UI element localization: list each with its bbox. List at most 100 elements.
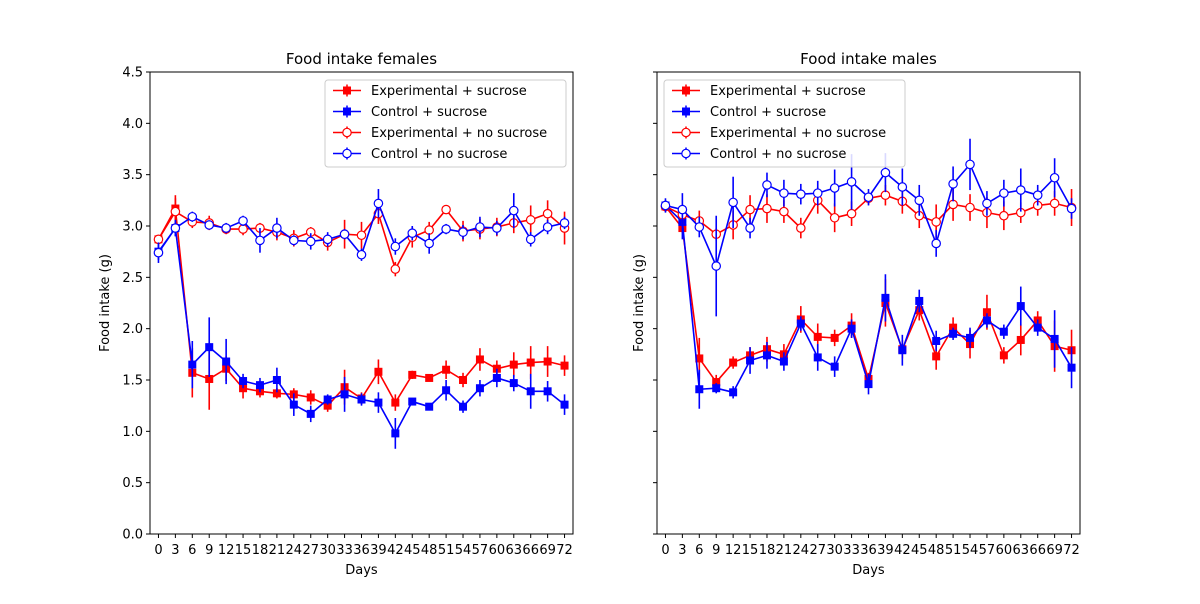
data-point (441, 204, 451, 215)
x-tick-label: 66 (522, 543, 539, 558)
x-tick-label: 21 (776, 543, 793, 558)
data-point (829, 212, 840, 223)
data-point (729, 358, 738, 367)
x-tick-label: 21 (269, 543, 286, 558)
data-point (677, 204, 688, 215)
data-point (425, 402, 434, 411)
y-ticks (653, 71, 657, 535)
x-tick-label: 72 (556, 543, 573, 558)
data-point (762, 203, 772, 214)
data-point (796, 223, 806, 233)
data-point (1067, 363, 1076, 372)
data-point (948, 199, 958, 210)
data-point (543, 387, 552, 396)
legend-label: Experimental + sucrose (371, 84, 527, 99)
data-point (847, 324, 856, 333)
data-point (712, 384, 721, 393)
x-tick-label: 69 (1046, 543, 1063, 558)
data-point (880, 190, 891, 200)
data-point (187, 211, 198, 222)
data-point (357, 395, 366, 404)
legend-label: Control + no sucrose (371, 147, 507, 162)
legend-entry-control-no-sucrose: Control + no sucrose (672, 147, 846, 162)
y-tick-label: 0.0 (122, 528, 143, 543)
x-tick-label: 42 (894, 543, 911, 558)
legend-frame (663, 79, 906, 168)
x-tick-label: 12 (218, 543, 235, 558)
data-point (525, 234, 536, 245)
legend-marker-circle-icon (681, 148, 691, 159)
data-point (153, 247, 164, 258)
legend-marker-circle-icon (681, 127, 691, 138)
data-point (897, 182, 908, 192)
x-tick-label: 18 (252, 543, 269, 558)
x-tick-label: 39 (877, 543, 894, 558)
data-point (863, 192, 874, 203)
x-tick-label: 30 (319, 543, 336, 558)
data-point (255, 235, 265, 246)
x-axis-label: Days (852, 563, 885, 578)
data-point (170, 223, 181, 233)
x-tick-label: 66 (1029, 543, 1046, 558)
legend-entry-control-no-sucrose: Control + no sucrose (333, 147, 507, 162)
x-tick-label: 15 (742, 543, 759, 558)
data-point (1016, 335, 1025, 344)
x-tick-label: 72 (1063, 543, 1080, 558)
x-tick-label: 60 (489, 543, 506, 558)
data-point (408, 397, 417, 406)
data-point (1032, 190, 1043, 200)
legend-marker-circle-icon (342, 148, 352, 159)
data-point (695, 385, 704, 394)
legend-label: Experimental + sucrose (710, 84, 866, 99)
legend-entry-experimental-sucrose: Experimental + sucrose (333, 84, 527, 99)
x-tick-label: 6 (188, 543, 196, 558)
data-point (711, 261, 722, 271)
x-tick-label: 30 (826, 543, 843, 558)
data-point (153, 234, 164, 245)
data-point (289, 400, 298, 409)
plot-frame (149, 71, 574, 535)
data-point (931, 217, 941, 227)
data-point (205, 343, 214, 352)
data-point (745, 204, 755, 215)
data-point (694, 222, 705, 232)
legend-marker-square-icon (343, 86, 351, 95)
data-point (373, 198, 384, 209)
data-point (508, 205, 519, 216)
x-tick-label: 27 (809, 543, 826, 558)
data-point (492, 373, 501, 382)
legend-marker-square-icon (682, 107, 690, 116)
data-point (1050, 334, 1059, 343)
legend-entry-experimental-no-sucrose: Experimental + no sucrose (333, 126, 547, 141)
data-point (204, 220, 215, 230)
legend-label: Control + no sucrose (710, 147, 846, 162)
x-tick-label: 45 (404, 543, 421, 558)
data-point (949, 329, 958, 338)
x-tick-label: 57 (472, 543, 489, 558)
data-point (305, 236, 316, 247)
data-point (779, 357, 788, 366)
series-lines (153, 189, 570, 449)
data-point (475, 355, 484, 364)
data-point (948, 179, 958, 189)
data-point (391, 429, 400, 438)
data-point (1066, 203, 1077, 214)
x-axis-label: Days (345, 563, 378, 578)
x-tick-label: 63 (506, 543, 523, 558)
data-point (762, 180, 772, 190)
data-point (272, 223, 282, 233)
data-point (289, 235, 299, 246)
x-tick-label: 15 (235, 543, 252, 558)
data-point (306, 409, 315, 418)
data-point (914, 195, 925, 206)
y-tick-label: 1.0 (122, 425, 143, 440)
data-point (932, 336, 941, 345)
y-tick-label: 3.0 (122, 220, 143, 235)
legend-frame (324, 79, 567, 168)
data-point (340, 390, 349, 399)
x-tick-label: 48 (421, 543, 438, 558)
data-point (560, 361, 569, 370)
data-point (830, 333, 839, 342)
panel-title: Food intake males (800, 50, 937, 68)
